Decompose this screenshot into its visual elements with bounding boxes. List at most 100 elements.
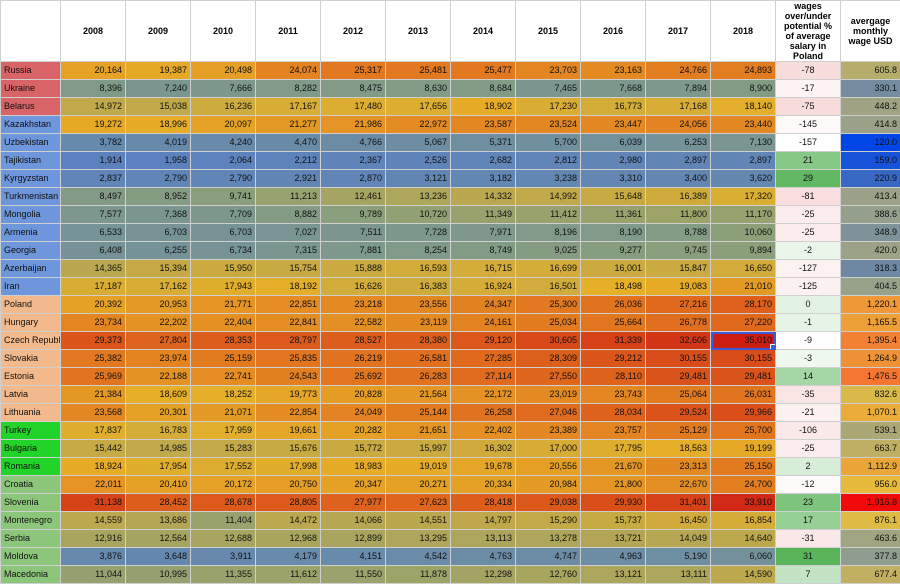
wage-cell[interactable]: 12,760 bbox=[516, 566, 581, 584]
wage-cell[interactable]: 14,985 bbox=[126, 440, 191, 458]
wage-cell[interactable]: 4,542 bbox=[386, 548, 451, 566]
pct-cell[interactable]: 23 bbox=[776, 494, 841, 512]
wage-cell[interactable]: 28,452 bbox=[126, 494, 191, 512]
wage-cell[interactable]: 33,910 bbox=[711, 494, 776, 512]
wage-cell[interactable]: 23,524 bbox=[516, 116, 581, 134]
pct-cell[interactable]: -127 bbox=[776, 260, 841, 278]
pct-cell[interactable]: -157 bbox=[776, 134, 841, 152]
wage-cell[interactable]: 20,984 bbox=[516, 476, 581, 494]
wage-cell[interactable]: 20,164 bbox=[61, 62, 126, 80]
wage-cell[interactable]: 16,854 bbox=[711, 512, 776, 530]
wage-cell[interactable]: 12,968 bbox=[256, 530, 321, 548]
wage-cell[interactable]: 28,034 bbox=[581, 404, 646, 422]
wage-cell[interactable]: 19,083 bbox=[646, 278, 711, 296]
wage-cell[interactable]: 12,688 bbox=[191, 530, 256, 548]
wage-cell[interactable]: 2,790 bbox=[126, 170, 191, 188]
pct-cell[interactable]: 0 bbox=[776, 296, 841, 314]
wage-cell[interactable]: 16,001 bbox=[581, 260, 646, 278]
wage-cell[interactable]: 2,921 bbox=[256, 170, 321, 188]
wage-cell[interactable]: 8,882 bbox=[256, 206, 321, 224]
wage-cell[interactable]: 21,010 bbox=[711, 278, 776, 296]
country-cell[interactable]: Hungary bbox=[1, 314, 61, 332]
wage-cell[interactable]: 24,766 bbox=[646, 62, 711, 80]
wage-cell[interactable]: 28,353 bbox=[191, 332, 256, 350]
wage-cell[interactable]: 23,119 bbox=[386, 314, 451, 332]
wage-cell[interactable]: 8,254 bbox=[386, 242, 451, 260]
wage-cell[interactable]: 8,475 bbox=[321, 80, 386, 98]
usd-cell[interactable]: 1,476.5 bbox=[841, 368, 900, 386]
usd-cell[interactable]: 956.0 bbox=[841, 476, 900, 494]
pct-cell[interactable]: 21 bbox=[776, 152, 841, 170]
wage-cell[interactable]: 16,501 bbox=[516, 278, 581, 296]
wage-cell[interactable]: 14,332 bbox=[451, 188, 516, 206]
pct-cell[interactable]: -9 bbox=[776, 332, 841, 350]
wage-cell[interactable]: 15,442 bbox=[61, 440, 126, 458]
wage-cell[interactable]: 8,396 bbox=[61, 80, 126, 98]
wage-cell[interactable]: 23,389 bbox=[516, 422, 581, 440]
wage-cell[interactable]: 6,703 bbox=[191, 224, 256, 242]
pct-cell[interactable]: 7 bbox=[776, 566, 841, 584]
selected-cell[interactable]: 35,010 bbox=[711, 332, 776, 350]
wage-cell[interactable]: 21,771 bbox=[191, 296, 256, 314]
wage-cell[interactable]: 18,498 bbox=[581, 278, 646, 296]
country-cell[interactable]: Latvia bbox=[1, 386, 61, 404]
wage-cell[interactable]: 23,757 bbox=[581, 422, 646, 440]
wage-cell[interactable]: 27,285 bbox=[451, 350, 516, 368]
wage-cell[interactable]: 14,472 bbox=[256, 512, 321, 530]
wage-cell[interactable]: 24,347 bbox=[451, 296, 516, 314]
wage-cell[interactable]: 18,192 bbox=[256, 278, 321, 296]
wage-cell[interactable]: 2,790 bbox=[191, 170, 256, 188]
wage-cell[interactable]: 2,897 bbox=[711, 152, 776, 170]
wage-cell[interactable]: 17,168 bbox=[646, 98, 711, 116]
wage-cell[interactable]: 7,577 bbox=[61, 206, 126, 224]
wage-cell[interactable]: 2,367 bbox=[321, 152, 386, 170]
wage-cell[interactable]: 27,623 bbox=[386, 494, 451, 512]
wage-cell[interactable]: 28,527 bbox=[321, 332, 386, 350]
wage-cell[interactable]: 6,533 bbox=[61, 224, 126, 242]
wage-cell[interactable]: 7,881 bbox=[321, 242, 386, 260]
wage-cell[interactable]: 9,277 bbox=[581, 242, 646, 260]
country-cell[interactable]: Montenegro bbox=[1, 512, 61, 530]
wage-cell[interactable]: 27,804 bbox=[126, 332, 191, 350]
wage-cell[interactable]: 28,418 bbox=[451, 494, 516, 512]
wage-cell[interactable]: 23,743 bbox=[581, 386, 646, 404]
wage-cell[interactable]: 6,060 bbox=[711, 548, 776, 566]
wage-cell[interactable]: 7,666 bbox=[191, 80, 256, 98]
wage-cell[interactable]: 25,034 bbox=[516, 314, 581, 332]
country-cell[interactable]: Slovenia bbox=[1, 494, 61, 512]
wage-cell[interactable]: 17,795 bbox=[581, 440, 646, 458]
usd-cell[interactable]: 420.0 bbox=[841, 242, 900, 260]
wage-cell[interactable]: 15,283 bbox=[191, 440, 256, 458]
pct-cell[interactable]: -106 bbox=[776, 422, 841, 440]
wage-cell[interactable]: 16,626 bbox=[321, 278, 386, 296]
wage-cell[interactable]: 16,773 bbox=[581, 98, 646, 116]
wage-cell[interactable]: 8,900 bbox=[711, 80, 776, 98]
wage-cell[interactable]: 17,320 bbox=[711, 188, 776, 206]
wage-cell[interactable]: 7,709 bbox=[191, 206, 256, 224]
wage-cell[interactable]: 21,670 bbox=[581, 458, 646, 476]
wage-cell[interactable]: 18,924 bbox=[61, 458, 126, 476]
wage-cell[interactable]: 30,155 bbox=[646, 350, 711, 368]
wage-cell[interactable]: 12,298 bbox=[451, 566, 516, 584]
wage-cell[interactable]: 20,097 bbox=[191, 116, 256, 134]
wage-cell[interactable]: 23,974 bbox=[126, 350, 191, 368]
wage-cell[interactable]: 13,236 bbox=[386, 188, 451, 206]
wage-cell[interactable]: 23,440 bbox=[711, 116, 776, 134]
wage-cell[interactable]: 24,161 bbox=[451, 314, 516, 332]
wage-cell[interactable]: 29,373 bbox=[61, 332, 126, 350]
wage-cell[interactable]: 22,011 bbox=[61, 476, 126, 494]
wage-cell[interactable]: 12,564 bbox=[126, 530, 191, 548]
wage-cell[interactable]: 20,750 bbox=[256, 476, 321, 494]
country-cell[interactable]: Romania bbox=[1, 458, 61, 476]
wage-cell[interactable]: 11,800 bbox=[646, 206, 711, 224]
wage-cell[interactable]: 25,317 bbox=[321, 62, 386, 80]
wage-cell[interactable]: 19,199 bbox=[711, 440, 776, 458]
wage-cell[interactable]: 3,782 bbox=[61, 134, 126, 152]
wage-cell[interactable]: 15,772 bbox=[321, 440, 386, 458]
wage-cell[interactable]: 15,997 bbox=[386, 440, 451, 458]
wage-cell[interactable]: 25,382 bbox=[61, 350, 126, 368]
usd-cell[interactable]: 832.6 bbox=[841, 386, 900, 404]
wage-cell[interactable]: 12,461 bbox=[321, 188, 386, 206]
wage-cell[interactable]: 14,559 bbox=[61, 512, 126, 530]
wage-cell[interactable]: 23,556 bbox=[386, 296, 451, 314]
